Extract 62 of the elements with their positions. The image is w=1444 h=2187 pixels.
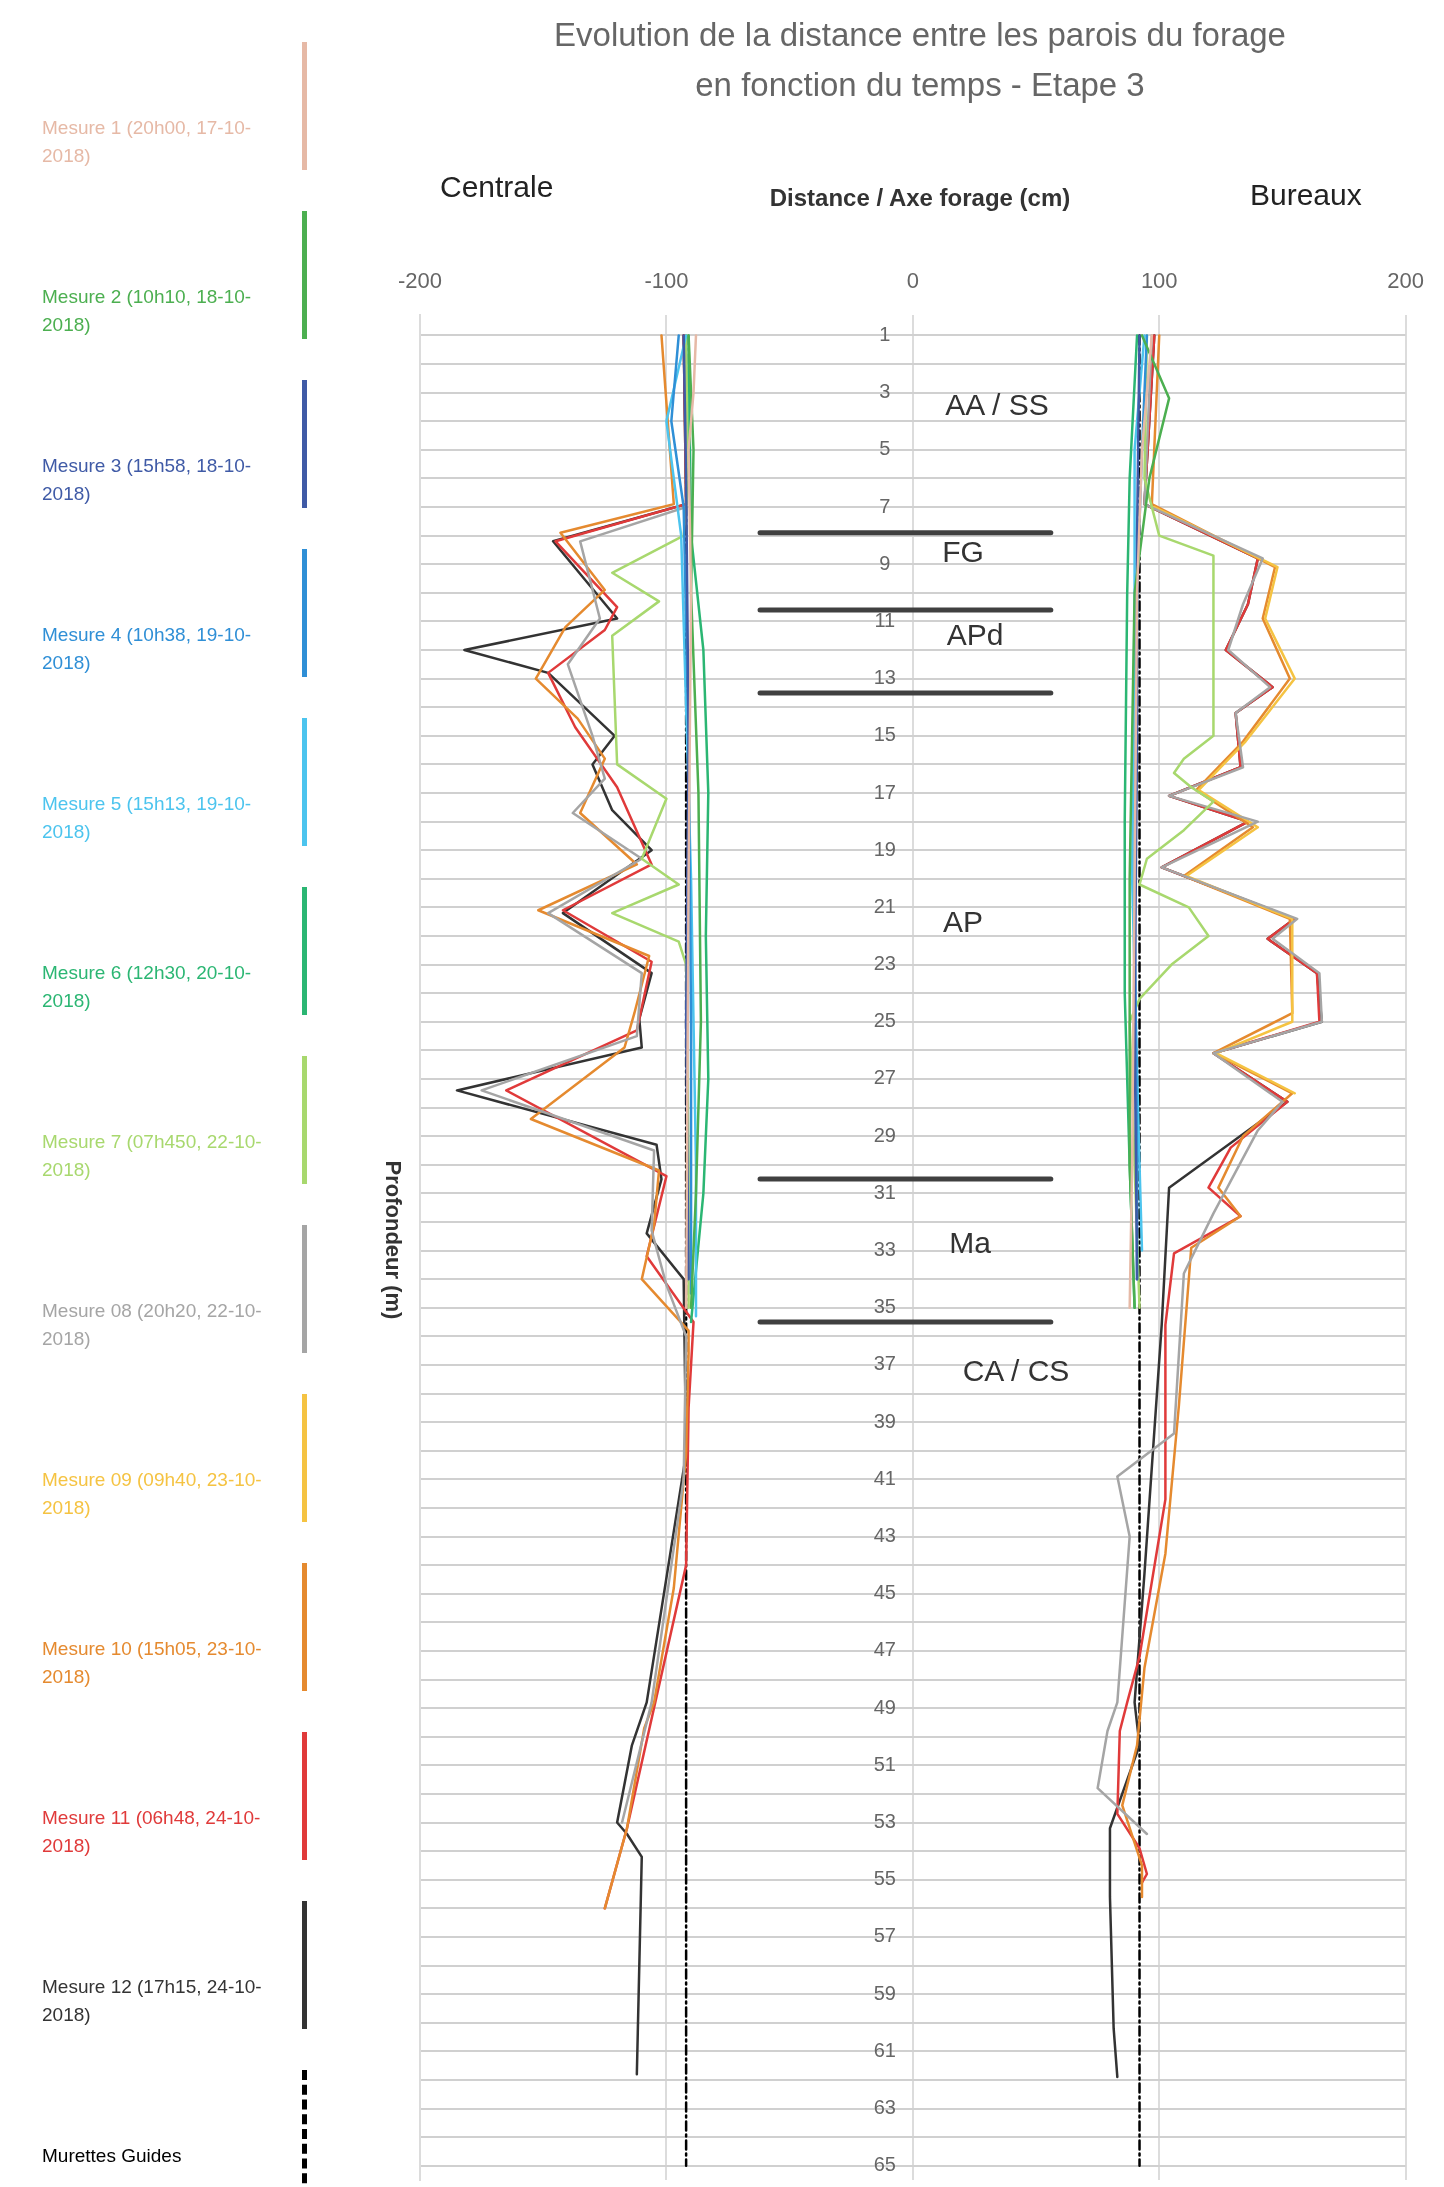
- annotation: AP: [942, 905, 984, 939]
- y-tick-label: 7: [879, 494, 891, 517]
- text: Mesure 08 (20h20, 22-10-2018): [42, 1299, 263, 1351]
- text: Mesure 12 (17h15, 24-10-2018): [42, 1975, 263, 2027]
- y-tick-label: 51: [873, 1752, 896, 1775]
- y-tick-label: 61: [873, 2038, 896, 2061]
- y-tick-label: 9: [879, 551, 891, 574]
- y-tick-label: 53: [873, 1810, 896, 1833]
- x-tick-label: 200: [1387, 268, 1425, 294]
- annotation: FG: [942, 535, 984, 569]
- text: Mesure 09 (09h40, 23-10-2018): [42, 1468, 263, 1520]
- text: Mesure 6 (12h30, 20-10-2018): [42, 961, 253, 1013]
- text: Mesure 7 (07h450, 22-10-2018): [42, 1130, 263, 1182]
- y-tick-label: 55: [873, 1867, 896, 1890]
- y-tick-label: 3: [879, 380, 891, 403]
- annotation: CA / CS: [962, 1354, 1070, 1388]
- y-tick-label: 33: [873, 1238, 896, 1261]
- y-tick-label: 49: [873, 1695, 896, 1718]
- y-tick-label: 63: [873, 2096, 896, 2119]
- x-axis-title: Distance / Axe forage (cm): [768, 184, 1072, 212]
- text: Mesure 2 (10h10, 18-10-2018): [42, 285, 253, 337]
- chart-title: Evolution de la distance entre les parois du forage en fonction du temps - Etape 3: [553, 15, 1287, 105]
- y-tick-label: 21: [873, 894, 896, 917]
- y-tick-label: 5: [879, 437, 891, 460]
- y-tick-label: 39: [873, 1409, 896, 1432]
- text: Mesure 3 (15h58, 18-10-2018): [42, 454, 253, 506]
- y-tick-label: 19: [873, 837, 896, 860]
- y-tick-label: 31: [873, 1180, 896, 1203]
- x-tick-label: 0: [906, 268, 919, 294]
- text: Bureaux: [1250, 178, 1362, 212]
- y-tick-label: 47: [873, 1638, 896, 1661]
- y-tick-label: 65: [873, 2153, 896, 2176]
- y-tick-label: 27: [873, 1066, 896, 1089]
- y-tick-label: 41: [873, 1466, 896, 1489]
- text: Centrale: [440, 170, 554, 204]
- y-tick-label: 15: [873, 723, 896, 746]
- text: Mesure 11 (06h48, 24-10-2018): [42, 1806, 262, 1858]
- annotation: AA / SS: [945, 388, 1049, 422]
- y-tick-label: 59: [873, 1981, 896, 2004]
- y-tick-label: 17: [873, 780, 896, 803]
- y-tick-label: 43: [873, 1524, 896, 1547]
- y-tick-label: 11: [874, 608, 896, 631]
- y-tick-label: 13: [873, 666, 896, 689]
- y-tick-label: 29: [873, 1123, 896, 1146]
- y-tick-label: 1: [879, 322, 891, 345]
- y-tick-label: 35: [873, 1295, 896, 1318]
- y-tick-label: 25: [873, 1009, 896, 1032]
- text: Mesure 10 (15h05, 23-10-2018): [42, 1637, 263, 1689]
- annotation: Ma: [949, 1226, 991, 1260]
- y-tick-label: 57: [873, 1924, 896, 1947]
- x-tick-label: -100: [644, 268, 689, 294]
- y-tick-label: 23: [873, 952, 896, 975]
- y-tick-label: 37: [873, 1352, 896, 1375]
- text: Murettes Guides: [42, 2144, 183, 2168]
- text: Mesure 4 (10h38, 19-10-2018): [42, 623, 253, 675]
- text: Mesure 1 (20h00, 17-10-2018): [42, 116, 253, 168]
- y-axis-title: Profondeur (m): [380, 1160, 406, 1320]
- x-tick-label: -200: [397, 268, 443, 294]
- text: Mesure 5 (15h13, 19-10-2018): [42, 792, 253, 844]
- x-tick-label: 100: [1140, 268, 1178, 294]
- annotation: APd: [946, 618, 1004, 652]
- y-tick-label: 45: [873, 1581, 896, 1604]
